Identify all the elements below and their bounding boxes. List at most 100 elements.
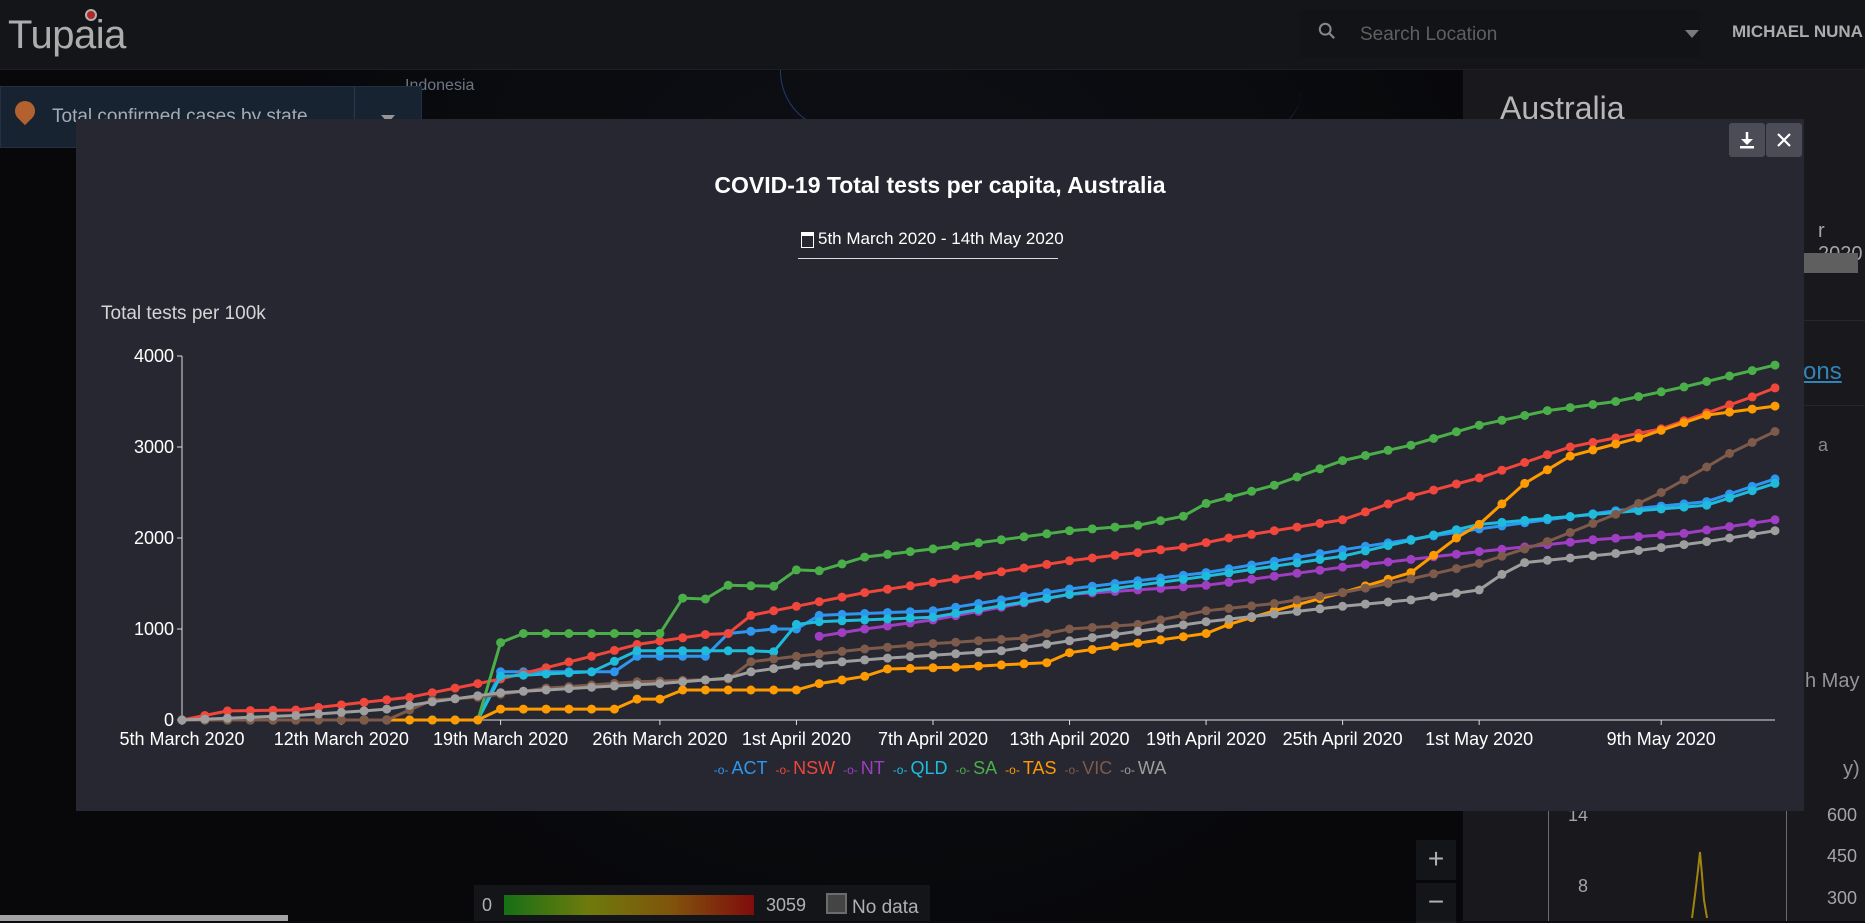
data-point[interactable] bbox=[1110, 630, 1120, 639]
legend-item-sa[interactable]: -o- SA bbox=[955, 758, 997, 779]
data-point[interactable] bbox=[1224, 492, 1234, 502]
data-point[interactable] bbox=[1520, 558, 1530, 568]
data-point[interactable] bbox=[609, 656, 619, 666]
data-point[interactable] bbox=[1429, 550, 1439, 560]
data-point[interactable] bbox=[1315, 555, 1325, 564]
data-point[interactable] bbox=[1156, 623, 1166, 633]
data-point[interactable] bbox=[1292, 568, 1302, 578]
data-point[interactable] bbox=[450, 683, 460, 693]
data-point[interactable] bbox=[746, 646, 756, 656]
data-point[interactable] bbox=[814, 566, 824, 576]
data-point[interactable] bbox=[1542, 513, 1552, 523]
data-point[interactable] bbox=[1588, 437, 1598, 447]
data-point[interactable] bbox=[655, 629, 665, 638]
data-point[interactable] bbox=[1383, 557, 1393, 567]
data-point[interactable] bbox=[1474, 519, 1484, 529]
data-point[interactable] bbox=[1702, 525, 1712, 535]
data-point[interactable] bbox=[1611, 397, 1621, 406]
data-point[interactable] bbox=[1474, 559, 1484, 568]
data-point[interactable] bbox=[177, 715, 187, 725]
data-point[interactable] bbox=[1634, 498, 1643, 508]
data-point[interactable] bbox=[928, 663, 938, 673]
data-point[interactable] bbox=[723, 629, 733, 638]
data-point[interactable] bbox=[1565, 403, 1575, 413]
user-menu[interactable]: MICHAEL NUNA bbox=[1732, 22, 1863, 41]
data-point[interactable] bbox=[1156, 545, 1166, 555]
data-point[interactable] bbox=[1725, 448, 1734, 458]
legend-item-nsw[interactable]: -o- NSW bbox=[775, 758, 835, 779]
data-point[interactable] bbox=[1292, 472, 1302, 482]
data-point[interactable] bbox=[905, 547, 915, 557]
data-point[interactable] bbox=[1474, 473, 1484, 483]
data-point[interactable] bbox=[473, 691, 483, 701]
data-point[interactable] bbox=[1451, 479, 1461, 489]
panel-link[interactable]: ons bbox=[1803, 358, 1842, 385]
data-point[interactable] bbox=[382, 704, 392, 714]
data-point[interactable] bbox=[496, 704, 506, 714]
data-point[interactable] bbox=[1019, 643, 1029, 652]
data-point[interactable] bbox=[518, 670, 528, 680]
legend-item-qld[interactable]: -o- QLD bbox=[893, 758, 948, 779]
data-point[interactable] bbox=[291, 711, 301, 720]
data-point[interactable] bbox=[496, 671, 506, 681]
panel-slider[interactable] bbox=[1803, 253, 1858, 273]
data-point[interactable] bbox=[1178, 511, 1188, 521]
data-point[interactable] bbox=[814, 631, 824, 641]
data-point[interactable] bbox=[814, 610, 824, 620]
data-point[interactable] bbox=[564, 704, 574, 714]
data-point[interactable] bbox=[541, 685, 551, 695]
data-point[interactable] bbox=[996, 660, 1006, 670]
data-point[interactable] bbox=[1156, 516, 1166, 526]
data-point[interactable] bbox=[1338, 545, 1348, 555]
data-point[interactable] bbox=[1770, 515, 1780, 525]
data-point[interactable] bbox=[1634, 532, 1643, 542]
data-point[interactable] bbox=[1201, 538, 1211, 548]
data-point[interactable] bbox=[837, 616, 847, 626]
data-point[interactable] bbox=[382, 715, 392, 725]
data-point[interactable] bbox=[1178, 620, 1188, 630]
data-point[interactable] bbox=[678, 685, 688, 695]
data-point[interactable] bbox=[814, 617, 824, 627]
data-point[interactable] bbox=[587, 667, 597, 677]
data-point[interactable] bbox=[1247, 612, 1257, 622]
data-point[interactable] bbox=[1269, 561, 1279, 571]
data-point[interactable] bbox=[860, 552, 870, 562]
data-point[interactable] bbox=[1133, 626, 1143, 636]
data-point[interactable] bbox=[905, 613, 915, 623]
data-point[interactable] bbox=[746, 581, 756, 591]
data-point[interactable] bbox=[1269, 609, 1279, 619]
data-point[interactable] bbox=[1042, 529, 1052, 539]
data-point[interactable] bbox=[632, 629, 642, 638]
data-point[interactable] bbox=[860, 671, 870, 681]
data-point[interactable] bbox=[1679, 540, 1689, 550]
data-point[interactable] bbox=[541, 663, 551, 673]
data-point[interactable] bbox=[769, 664, 779, 674]
data-point[interactable] bbox=[1201, 606, 1211, 616]
legend-item-tas[interactable]: -o- TAS bbox=[1005, 758, 1056, 779]
data-point[interactable] bbox=[1497, 517, 1507, 527]
data-point[interactable] bbox=[245, 712, 255, 722]
data-point[interactable] bbox=[814, 597, 824, 607]
close-button[interactable] bbox=[1766, 123, 1802, 157]
data-point[interactable] bbox=[1360, 451, 1370, 460]
data-point[interactable] bbox=[1747, 392, 1757, 402]
data-point[interactable] bbox=[905, 640, 915, 650]
data-point[interactable] bbox=[1451, 564, 1461, 574]
data-point[interactable] bbox=[1360, 599, 1370, 609]
data-point[interactable] bbox=[1451, 533, 1461, 543]
data-point[interactable] bbox=[609, 667, 619, 677]
data-point[interactable] bbox=[837, 675, 847, 685]
data-point[interactable] bbox=[1247, 565, 1257, 574]
data-point[interactable] bbox=[1133, 548, 1143, 558]
data-point[interactable] bbox=[587, 682, 597, 692]
data-point[interactable] bbox=[1383, 445, 1393, 455]
data-point[interactable] bbox=[837, 559, 847, 569]
data-point[interactable] bbox=[1770, 383, 1780, 393]
data-point[interactable] bbox=[1315, 591, 1325, 601]
data-point[interactable] bbox=[1042, 639, 1052, 649]
data-point[interactable] bbox=[928, 650, 938, 660]
legend-item-nt[interactable]: -o- NT bbox=[843, 758, 885, 779]
data-point[interactable] bbox=[541, 629, 551, 638]
app-logo[interactable]: Tupaia bbox=[8, 13, 126, 57]
data-point[interactable] bbox=[1770, 478, 1780, 488]
